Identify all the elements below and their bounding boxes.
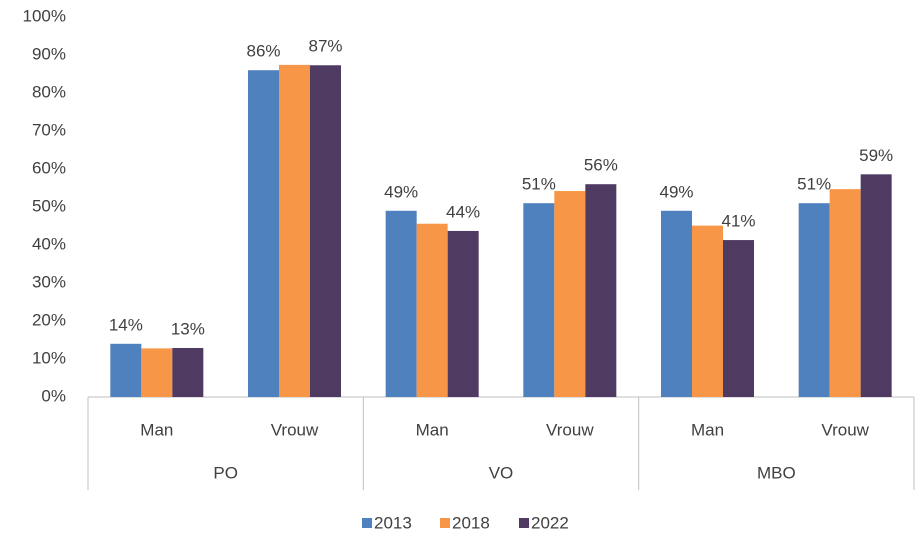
y-tick-label: 30% [32,272,66,291]
legend-label: 2022 [531,513,569,532]
data-label: 14% [109,315,143,334]
bar [723,240,754,397]
data-label: 49% [384,182,418,201]
data-label: 41% [721,212,755,231]
x-tick-label: Man [691,420,724,439]
y-tick-label: 90% [32,44,66,63]
data-label: 44% [446,202,480,221]
bar [110,343,142,397]
x-tick-label: Vrouw [821,420,869,439]
bar [248,70,279,397]
y-tick-label: 70% [32,120,66,139]
data-label: 87% [308,37,342,56]
group-label: VO [489,463,514,482]
legend-label: 2013 [374,513,412,532]
bar [860,174,892,397]
y-tick-label: 50% [32,196,66,215]
bar [523,203,555,397]
bar [692,225,723,397]
data-label: 86% [246,42,280,61]
x-tick-label: Man [416,420,449,439]
group-label: PO [213,463,238,482]
bar [310,65,341,397]
bar [416,223,448,397]
x-tick-label: Vrouw [271,420,319,439]
legend-swatch [519,518,529,528]
x-tick-label: Vrouw [546,420,594,439]
legend-swatch [440,518,450,528]
data-label: 51% [522,175,556,194]
data-label: 59% [859,146,893,165]
data-label: 13% [171,319,205,338]
y-tick-label: 0% [41,386,66,405]
bar [829,189,861,397]
x-tick-label: Man [140,420,173,439]
y-tick-label: 20% [32,310,66,329]
bar [141,348,173,397]
bar [447,230,479,397]
bar [661,210,692,397]
legend-swatch [362,518,372,528]
y-tick-label: 40% [32,234,66,253]
bar [554,191,586,397]
group-label: MBO [757,463,796,482]
data-label: 49% [659,182,693,201]
y-tick-label: 10% [32,348,66,367]
bar [585,184,617,397]
bar [279,64,310,397]
data-label: 51% [797,175,831,194]
y-tick-label: 80% [32,82,66,101]
bar [385,210,417,397]
y-tick-label: 100% [23,6,66,25]
bar [798,203,830,397]
bar [172,347,204,397]
y-tick-label: 60% [32,158,66,177]
legend-label: 2018 [452,513,490,532]
data-label: 56% [584,156,618,175]
